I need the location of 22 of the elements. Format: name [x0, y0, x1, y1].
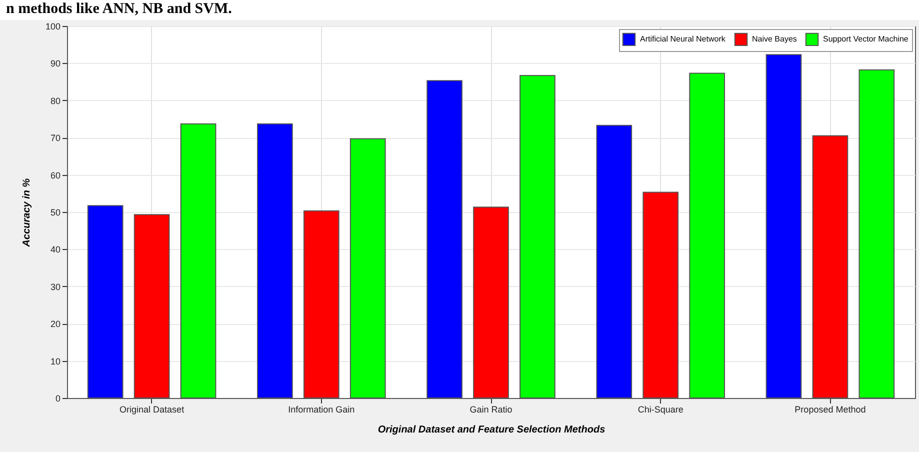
x-tick-label: Original Dataset — [120, 404, 185, 414]
y-tick-label: 60 — [50, 170, 60, 180]
x-tick-label: Chi-Square — [638, 404, 684, 414]
legend-label: Support Vector Machine — [823, 34, 909, 44]
y-tick-label: 90 — [50, 58, 60, 69]
x-tick-label: Information Gain — [288, 404, 355, 414]
y-tick-label: 70 — [50, 133, 60, 144]
y-tick-label: 50 — [50, 208, 60, 218]
y-tick-label: 80 — [50, 96, 60, 106]
x-tick-label: Proposed Method — [794, 404, 866, 414]
y-tick-label: 30 — [50, 282, 60, 292]
text: n methods like ANN, NB and SVM. — [5, 0, 233, 19]
y-tick-label: 20 — [50, 319, 60, 330]
y-tick-label: 0 — [55, 394, 60, 404]
y-tick-label: 10 — [50, 356, 60, 366]
y-tick-label: 100 — [45, 22, 60, 32]
y-axis-title: Accuracy in % — [21, 178, 32, 248]
legend-label: Naive Bayes — [752, 34, 797, 44]
x-tick-label: Gain Ratio — [470, 404, 512, 414]
x-axis-title: Original Dataset and Feature Selection Methods — [378, 424, 606, 436]
legend-label: Artificial Neural Network — [640, 34, 726, 44]
y-tick-label: 40 — [50, 244, 60, 255]
